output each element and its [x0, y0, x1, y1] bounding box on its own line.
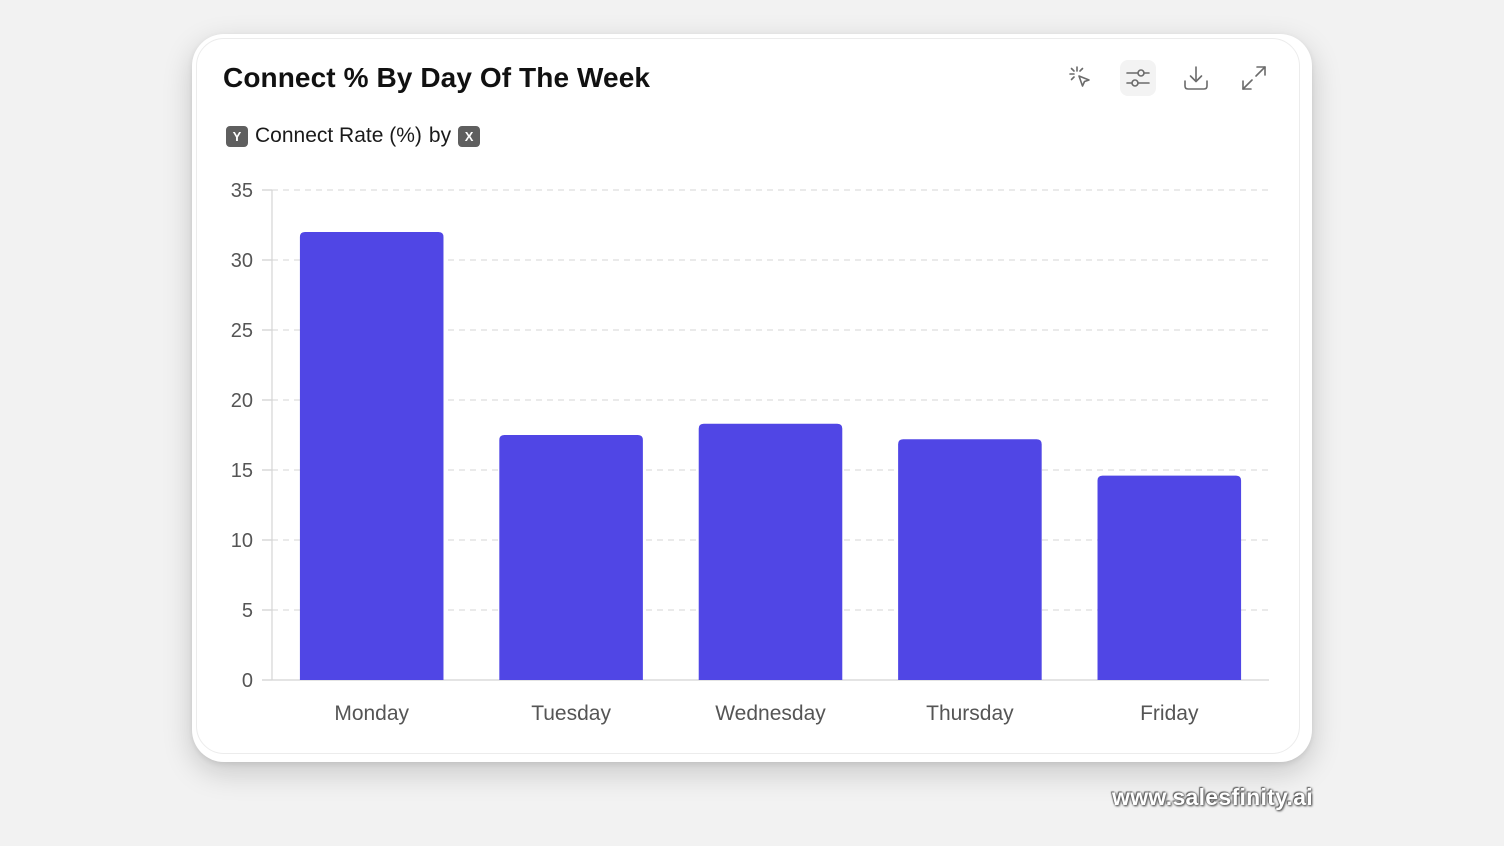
- bar-tuesday[interactable]: [499, 435, 643, 680]
- y-tick-label: 35: [231, 180, 253, 202]
- download-icon: [1184, 66, 1208, 90]
- x-tick-label-thursday: Thursday: [926, 702, 1014, 725]
- bar-wednesday[interactable]: [698, 423, 843, 680]
- download-button[interactable]: [1178, 60, 1214, 96]
- axis-labels: 0 5 10 15 20 25 30 35 Monday Tuesday Wednesday Thur…: [231, 180, 1199, 725]
- by-label: by: [428, 124, 452, 147]
- bars: [299, 232, 1242, 680]
- y-tick-label: 0: [242, 670, 253, 692]
- chart-subtitle: Y Connect Rate (%) by X: [226, 124, 481, 148]
- sliders-icon: [1126, 69, 1150, 87]
- bar-friday[interactable]: [1097, 475, 1242, 680]
- x-tick-label-monday: Monday: [334, 702, 409, 725]
- x-tick-label-wednesday: Wednesday: [715, 702, 826, 725]
- x-tick-label-tuesday: Tuesday: [531, 702, 611, 725]
- bar-thursday[interactable]: [898, 439, 1042, 680]
- y-axis-field-label: Connect Rate (%): [255, 124, 422, 147]
- bar-chart: 0 5 10 15 20 25 30 35 Monday Tuesday Wednesday Thur…: [231, 180, 1269, 725]
- x-axis-chip: X: [458, 125, 481, 147]
- x-tick-label-friday: Friday: [1140, 702, 1199, 725]
- y-axis-chip: Y: [226, 125, 248, 147]
- chart-card: Connect % By Day Of The Week: [192, 34, 1312, 762]
- chart-toolbar: [1062, 60, 1272, 96]
- expand-icon: [1242, 66, 1266, 90]
- click-select-button[interactable]: [1062, 60, 1098, 96]
- y-tick-label: 15: [231, 460, 253, 482]
- y-tick-label: 30: [231, 250, 253, 272]
- filter-settings-button[interactable]: [1120, 60, 1156, 96]
- y-tick-label: 25: [231, 320, 253, 342]
- y-tick-label: 20: [231, 390, 253, 412]
- y-tick-label: 5: [242, 600, 253, 622]
- click-select-icon: [1069, 66, 1090, 87]
- expand-button[interactable]: [1236, 60, 1272, 96]
- y-tick-label: 10: [231, 530, 253, 552]
- watermark: www.salesfinity.ai: [1112, 784, 1313, 810]
- bar-monday[interactable]: [299, 232, 444, 680]
- chart-title: Connect % By Day Of The Week: [223, 62, 651, 93]
